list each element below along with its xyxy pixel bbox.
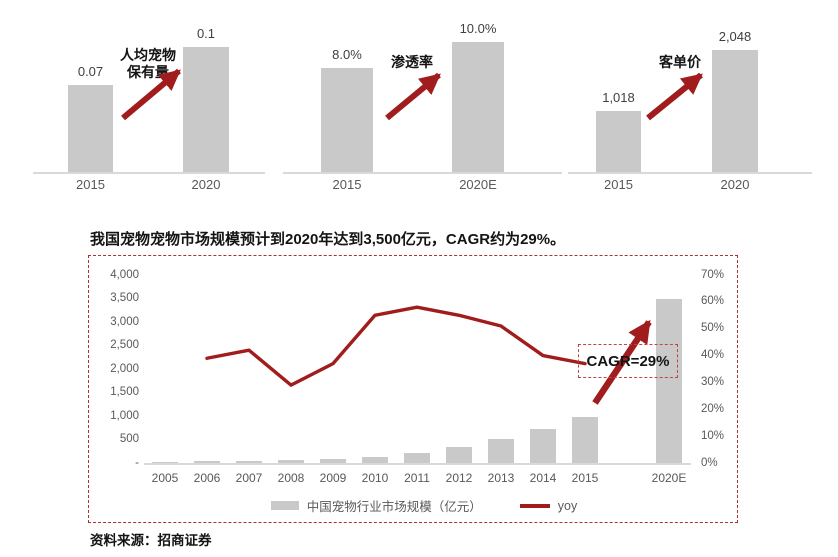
value-label: 0.1 [196,26,216,41]
x-axis-label: 2011 [404,471,430,485]
right-axis-tick: 10% [701,429,725,442]
left-axis-tick: - [135,456,139,469]
x-axis-label: 2007 [235,471,263,485]
bar-2015 [596,111,641,172]
mini-x-axis-line [283,172,562,174]
right-axis-tick: 40% [701,349,725,362]
source-note: 资料来源：招商证券 [90,533,212,548]
value-label: 2,048 [718,29,752,44]
legend-line-swatch [519,503,550,508]
right-axis-tick: 70% [701,268,725,281]
x-axis-label: 2013 [487,471,515,485]
market-size-bar-2013 [488,439,514,463]
mini-chart-title: 客单价 [615,54,745,71]
left-axis-tick: 2,500 [110,339,139,351]
x-axis-label: 2020E [651,471,687,485]
x-axis-label: 2015 [571,471,599,485]
legend-bar-swatch [270,501,299,510]
value-label: 10.0% [459,21,497,36]
market-size-bar-2014 [530,429,556,463]
mini-chart-title: 渗透率 [347,54,477,71]
left-axis-tick: 1,000 [110,409,139,422]
x-axis-label: 2008 [277,471,305,485]
value-label: 0.07 [77,63,104,79]
mini-chart-avg-ticket-price: 1,018 2015 2,048 2020 客单价 [568,0,812,195]
category-label: 2015 [604,177,633,192]
mini-chart-title: 人均宠物 保有量 [68,47,228,81]
mini-chart-title-line: 人均宠物 [120,47,176,63]
x-axis-label: 2010 [361,471,389,485]
left-axis-tick: 2,000 [110,362,139,375]
x-axis-label: 2014 [529,471,557,485]
chart-legend: 中国宠物行业市场规模（亿元） yoy [144,496,704,515]
category-label: 2020 [191,177,221,192]
category-label: 2020 [720,177,750,192]
legend-label-market-size: 中国宠物行业市场规模（亿元） [306,500,482,514]
x-axis-line [144,463,691,465]
bar-2020E [452,42,504,172]
x-axis-label: 2005 [151,471,179,485]
category-label: 2020E [459,177,497,192]
market-size-bar-2015 [572,417,598,463]
market-size-bar-2011 [404,452,430,463]
right-axis-tick: 30% [701,375,725,388]
bar-2020 [183,47,229,172]
right-axis-tick: 50% [701,322,725,335]
market-size-bar-2008 [278,459,304,463]
market-size-chart-box: 4,000 3,500 3,000 2,500 2,000 1,500 1,000 500 - 7… [88,255,738,523]
mini-chart-per-capita-ownership: 0.07 2015 0.1 2020 人均宠物 保有量 [33,0,265,195]
legend-label-yoy: yoy [557,498,578,513]
right-axis-tick: 60% [701,295,725,308]
x-axis-label: 2012 [445,471,473,485]
market-size-bar-2007 [236,460,262,463]
bar-2020 [712,50,758,172]
value-label: 8.0% [332,47,362,62]
section-title: 我国宠物宠物市场规模预计到2020年达到3,500亿元，CAGR约为29%。 [90,231,566,248]
left-axis-tick: 3,000 [110,315,139,328]
bar-2015 [68,84,113,172]
cagr-label: CAGR=29% [586,352,670,370]
right-axis-tick: 20% [701,402,725,415]
mini-x-axis-line [568,172,812,174]
mini-chart-title-line: 保有量 [127,64,169,80]
left-axis-tick: 1,500 [110,386,139,398]
category-label: 2015 [76,177,105,192]
mini-chart-penetration-rate: 8.0% 2015 10.0% 2020E 渗透率 [283,0,562,195]
left-axis-tick: 500 [119,433,139,445]
value-label: 1,018 [602,90,635,106]
market-size-bar-2005 [152,461,178,463]
left-axis-tick: 4,000 [110,268,139,281]
bar-2015 [321,68,373,172]
mini-chart-title-line: 渗透率 [391,54,433,70]
x-axis-label: 2009 [319,471,347,485]
left-axis-tick: 3,500 [110,292,139,304]
category-label: 2015 [332,177,362,192]
market-size-bar-2009 [320,458,346,463]
x-axis-label: 2006 [193,471,221,485]
market-size-bar-2010 [362,456,388,463]
mini-chart-title-line: 客单价 [659,54,701,70]
market-size-bar-2006 [194,461,220,463]
market-size-bar-2012 [446,447,472,463]
cagr-annotation-box: CAGR=29% [578,344,678,378]
right-axis-tick: 0% [701,456,718,469]
market-size-bar-2020E [656,298,682,463]
mini-x-axis-line [33,172,265,174]
